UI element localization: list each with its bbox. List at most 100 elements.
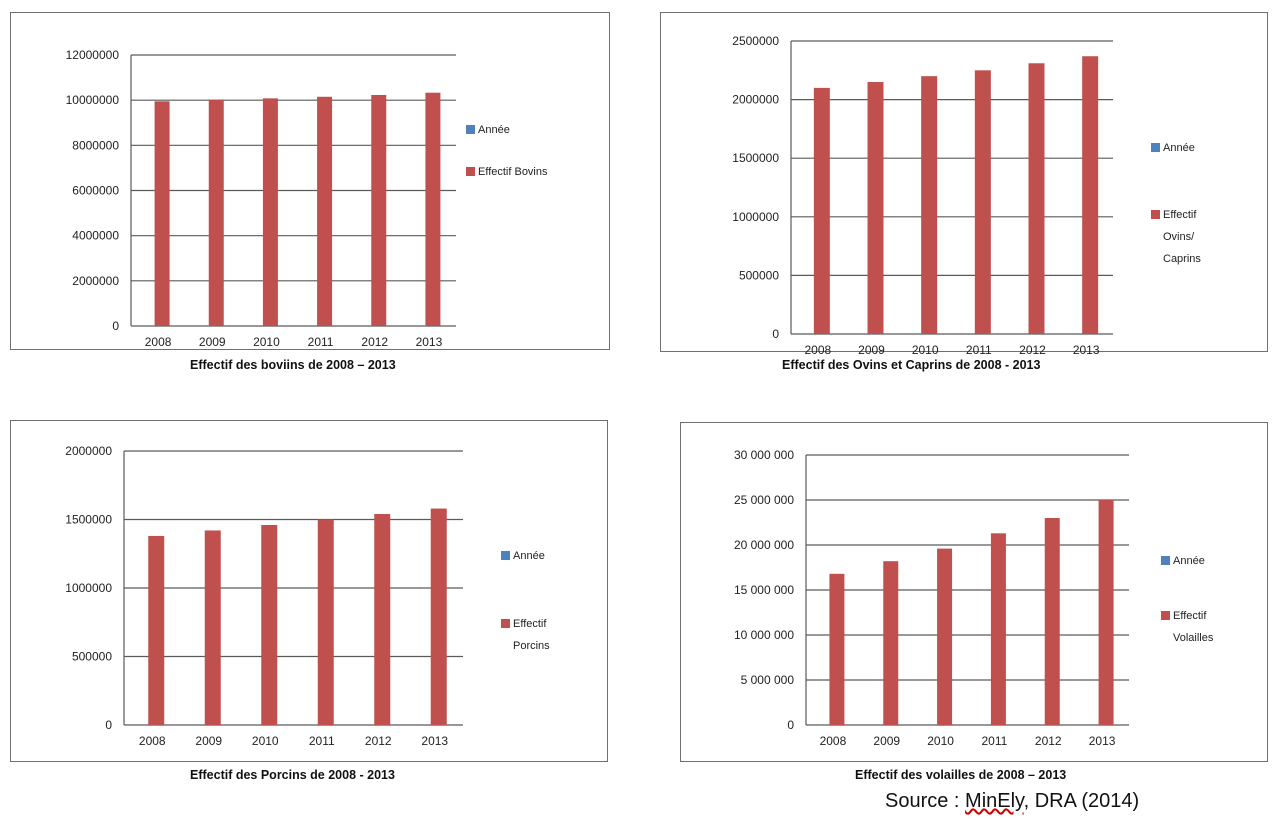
y-tick-label: 1000000 <box>732 210 779 224</box>
x-tick-label: 2010 <box>252 734 279 748</box>
chart-volailles: 0 5 000 000 10 000 000 15 000 000 20 000 000… <box>680 422 1268 762</box>
bar <box>208 99 224 326</box>
y-tick-label: 1500000 <box>65 513 112 527</box>
y-tick-label: 25 000 000 <box>734 493 794 507</box>
chart-porcins: 0 500000 1000000 1500000 2000000 2008 2009 2010… <box>10 420 608 762</box>
x-tick-label: 2010 <box>253 335 280 349</box>
x-tick-label: 2013 <box>1089 734 1116 748</box>
legend-label: Ovins/ <box>1163 231 1195 243</box>
legend-swatch <box>1161 611 1170 620</box>
x-tick-label: 2011 <box>966 343 992 357</box>
x-tick-label: 2012 <box>1035 734 1062 748</box>
caption-bovins: Effectif des boviins de 2008 – 2013 <box>190 358 396 372</box>
chart-bovins: 0 2000000 4000000 6000000 8000000 10000000 120… <box>10 12 610 350</box>
chart-bovins-svg: 0 2000000 4000000 6000000 8000000 10000000 120… <box>66 48 548 349</box>
bar <box>1082 56 1099 335</box>
legend-label: Effectif Bovins <box>478 166 548 178</box>
legend-swatch <box>1151 210 1160 219</box>
bar <box>430 508 447 725</box>
legend-swatch <box>501 619 510 628</box>
x-tick-label: 2010 <box>927 734 954 748</box>
x-tick-label: 2011 <box>309 734 335 748</box>
source-rest: , DRA (2014) <box>1023 790 1140 812</box>
bar <box>371 94 387 326</box>
legend-label: Effectif <box>513 618 547 630</box>
legend-swatch <box>1161 556 1170 565</box>
y-tick-label: 0 <box>787 718 794 732</box>
x-tick-label: 2008 <box>820 734 847 748</box>
y-tick-label: 2500000 <box>732 34 779 48</box>
y-tick-label: 1500000 <box>732 151 779 165</box>
y-tick-label: 20 000 000 <box>734 538 794 552</box>
y-tick-label: 2000000 <box>732 93 779 107</box>
y-tick-label: 12000000 <box>66 48 120 62</box>
source-prefix: Source : <box>885 790 966 812</box>
y-tick-label: 0 <box>772 327 779 341</box>
chart-ovins-caprins: 0 500000 1000000 1500000 2000000 2500000 2008 2… <box>660 12 1268 357</box>
caption-ovins-caprins: Effectif des Ovins et Caprins de 2008 - … <box>782 358 1041 372</box>
bar <box>1028 63 1045 334</box>
x-tick-label: 2011 <box>982 734 1008 748</box>
legend-label: Effectif <box>1173 610 1207 622</box>
bar <box>374 514 391 725</box>
legend-label: Année <box>513 550 545 562</box>
legend-label: Effectif <box>1163 209 1197 221</box>
bar <box>204 530 221 725</box>
chart-ovins-caprins-svg: 0 500000 1000000 1500000 2000000 2500000 2008 2… <box>732 34 1201 357</box>
bar <box>425 92 441 326</box>
y-tick-label: 1000000 <box>65 581 112 595</box>
bar <box>261 524 278 725</box>
x-tick-label: 2008 <box>139 734 166 748</box>
legend-label: Année <box>1163 142 1195 154</box>
y-tick-label: 2000000 <box>65 444 112 458</box>
y-tick-label: 2000000 <box>72 274 119 288</box>
x-tick-label: 2013 <box>421 734 448 748</box>
caption-volailles: Effectif des volailles de 2008 – 2013 <box>855 768 1067 782</box>
x-tick-label: 2009 <box>199 335 226 349</box>
y-tick-label: 4000000 <box>72 229 119 243</box>
chart-porcins-svg: 0 500000 1000000 1500000 2000000 2008 2009 2010… <box>65 444 550 748</box>
x-tick-label: 2008 <box>145 335 172 349</box>
y-tick-label: 5 000 000 <box>741 673 795 687</box>
y-tick-label: 30 000 000 <box>734 448 794 462</box>
legend-swatch <box>466 125 475 134</box>
bar <box>937 548 953 725</box>
bar <box>262 98 278 326</box>
y-tick-label: 0 <box>112 319 119 333</box>
legend-swatch <box>1151 143 1160 152</box>
bar <box>1098 500 1114 725</box>
y-tick-label: 0 <box>105 718 112 732</box>
bar <box>317 96 333 326</box>
source-note: Source : MinEly, DRA (2014) <box>885 790 1139 813</box>
bar <box>148 535 165 725</box>
y-tick-label: 10 000 000 <box>734 628 794 642</box>
y-tick-label: 8000000 <box>72 138 119 152</box>
x-tick-label: 2009 <box>858 343 885 357</box>
legend-label: Volailles <box>1173 632 1214 644</box>
bar <box>974 70 991 335</box>
y-tick-label: 500000 <box>72 650 112 664</box>
y-tick-label: 6000000 <box>72 184 119 198</box>
x-tick-label: 2009 <box>873 734 900 748</box>
legend-label: Porcins <box>513 640 550 652</box>
bar <box>921 76 938 334</box>
legend-label: Année <box>1173 555 1205 567</box>
y-tick-label: 10000000 <box>66 93 120 107</box>
caption-porcins: Effectif des Porcins de 2008 - 2013 <box>190 768 395 782</box>
bar <box>990 533 1006 725</box>
x-tick-label: 2013 <box>416 335 443 349</box>
bar <box>154 101 170 326</box>
bar <box>867 82 884 335</box>
bar <box>813 87 830 334</box>
y-tick-label: 500000 <box>739 268 779 282</box>
y-tick-label: 15 000 000 <box>734 583 794 597</box>
bar <box>829 573 845 725</box>
bar <box>883 561 899 725</box>
x-tick-label: 2012 <box>1019 343 1046 357</box>
x-tick-label: 2008 <box>804 343 831 357</box>
legend-label: Caprins <box>1163 253 1201 265</box>
legend-label: Année <box>478 124 510 136</box>
source-org: MinEly <box>965 790 1024 812</box>
bar <box>317 519 334 725</box>
chart-volailles-svg: 0 5 000 000 10 000 000 15 000 000 20 000 000… <box>734 448 1214 748</box>
